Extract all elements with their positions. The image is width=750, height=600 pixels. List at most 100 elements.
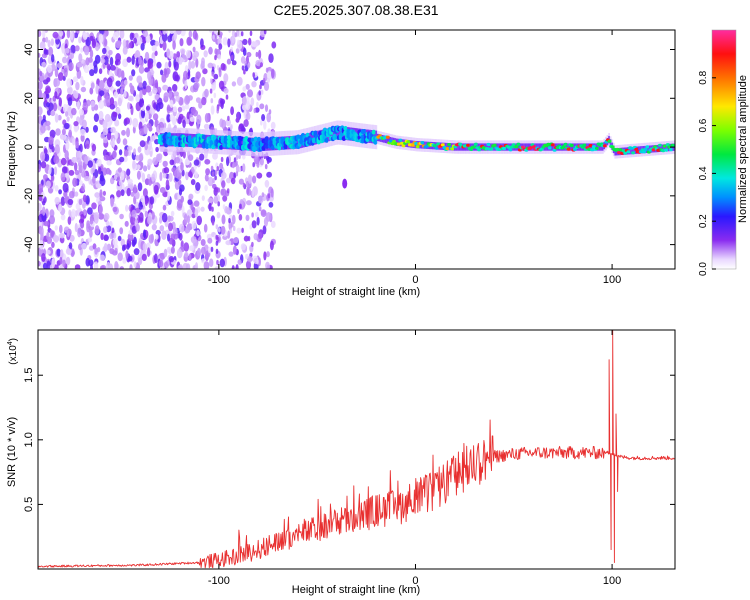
spectrogram-cell [168,237,174,245]
spectrogram-cell [202,68,208,75]
spectrogram-cell [254,211,259,218]
spectrogram-cell [486,142,491,147]
spectrogram-cell [664,148,669,152]
spectrogram-cell [148,234,154,244]
snr-y-tick-label: 1.0 [23,432,35,447]
spectrogram-cell [71,107,77,116]
spectrogram-cell [269,240,274,251]
spectrogram-cell [137,182,143,192]
spectrogram-cell [38,202,42,212]
spectrogram-cell [131,69,136,77]
spectrogram-cell [109,232,115,240]
spectrogram-cell [226,177,232,184]
spectrogram-cell [131,55,135,65]
spectrogram-cell [40,151,46,162]
spectrogram-cell [66,78,72,88]
spectrogram-cell [133,261,137,268]
spectrogram-cell [103,243,108,252]
spectrogram-cell [158,259,164,268]
spectrogram-cell [51,54,55,63]
spectrogram-cell [104,113,111,123]
spectrogram-cell [98,110,104,121]
spectrogram-cell [194,208,199,218]
spectrogram-cell [54,139,61,147]
spectrogram-cell [91,143,97,152]
spectrogram-cell [270,220,276,228]
spectrogram-cell [98,213,105,220]
spectrogram-cell [547,146,553,150]
spectrogram-cell [570,143,573,151]
spectrogram-cell [257,257,261,267]
spectrogram-cell [185,49,191,59]
spectrogram-cell [259,84,262,90]
spectrogram-cell [46,260,51,269]
spectrogram-cell [399,138,401,147]
spectrogram-cell [188,30,193,38]
spectrogram-cell [159,187,166,194]
spectrogram-cell [663,144,665,152]
spectrogram-cell [213,73,219,80]
spectrogram-cell [251,189,255,198]
spectrogram-cell [122,257,127,264]
spectrogram-cell [63,122,70,130]
spectrogram-cell [85,126,89,133]
snr-y-multiplier: (x104) [7,338,19,365]
spectrogram-cell [242,104,247,111]
spectrogram-cell [215,240,219,246]
spectrogram-cell [251,81,257,88]
spectrogram-cell [100,232,104,241]
spectrogram-cell [71,156,78,163]
spectrogram-cell [240,56,246,64]
spectrogram-cell [102,167,108,176]
spectrogram-cell [237,39,240,45]
spectrogram-cell [186,215,190,224]
colorbar-gradient [712,30,736,269]
spectrogram-cell [259,62,263,68]
spectrogram-cell [188,60,192,71]
spectrogram-cell [266,112,272,123]
spectrogram-cell [154,118,158,128]
spectrogram-cell [551,143,554,151]
spectrogram-cell [128,75,133,81]
spectrogram-cell [142,30,148,38]
spectrogram-cell [97,167,102,175]
spectrogram-cell [120,172,125,181]
spectrogram-cell [148,140,153,151]
spectrogram-cell [74,169,80,176]
colorbar-tick-label: 0.8 [698,70,709,84]
spectrogram-cell [99,177,106,187]
spectrogram-cell [145,105,151,111]
spectrogram-cell [168,222,173,232]
spectrogram-cell [126,187,131,197]
spectrogram-cell [249,30,253,36]
spectrogram-cell [106,160,112,166]
spectrogram-cell [332,135,337,141]
spectrogram-cell [169,99,174,109]
spectrogram-cell [180,162,184,172]
spectrogram-cell [63,191,68,198]
spectrogram-cell [209,88,213,94]
spectrogram-cell [66,30,71,39]
spectrogram-cell [238,178,244,185]
spectrogram-cell [208,202,212,212]
spectrogram-cell [142,188,148,198]
spectrogram-cell [119,266,124,269]
spectrogram-cell [204,173,209,182]
spectrogram-cell [41,92,46,99]
spectrogram-cell [54,68,59,78]
spectrogram-cell [115,80,121,87]
spectrogram-cell [200,38,204,48]
spectrogram-cell [48,46,54,57]
spectrogram-cell [203,50,208,58]
spectrogram-cell [432,144,438,148]
spectrogram-cell [190,60,196,69]
spectrogram-cell [184,251,189,258]
spectrogram-cell [119,227,124,235]
spectrogram-cell [38,81,43,90]
spectrogram-cell [154,40,159,47]
spectrogram-cell [152,87,158,94]
spectrogram-cell [126,56,132,63]
spectrogram-cell [268,109,272,115]
spectrogram-cell [258,90,262,96]
spectrogram-cell [147,158,153,166]
